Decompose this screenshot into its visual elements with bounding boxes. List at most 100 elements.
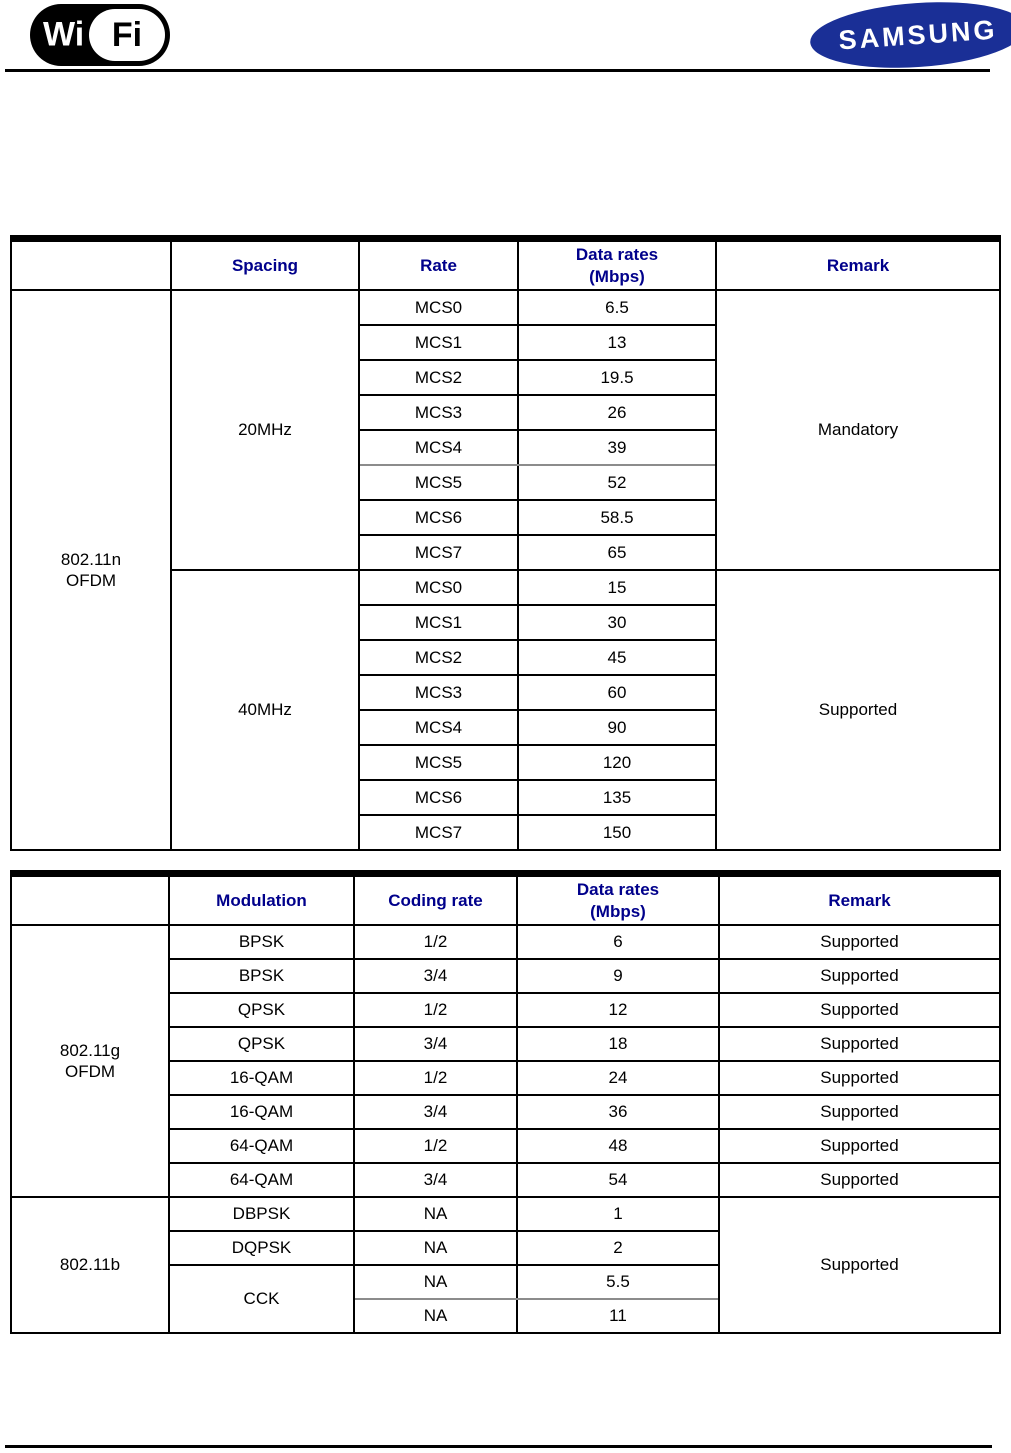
rate-cell: MCS4 bbox=[358, 709, 519, 746]
table-row: MCS5 52 bbox=[11, 464, 1000, 501]
rate-cell: MCS2 bbox=[358, 639, 519, 676]
column-header-coding-rate: Coding rate bbox=[353, 872, 518, 926]
data-rate-cell: 36 bbox=[516, 1094, 720, 1130]
table-row: MCS2 19.5 bbox=[11, 359, 1000, 396]
data-rate-cell: 90 bbox=[517, 709, 717, 746]
modulation-cell: 64-QAM bbox=[168, 1162, 355, 1198]
coding-rate-cell: 3/4 bbox=[353, 1162, 518, 1198]
rate-cell: MCS1 bbox=[358, 604, 519, 641]
rate-cell: MCS7 bbox=[358, 814, 519, 851]
coding-rate-cell: NA bbox=[353, 1264, 518, 1300]
table-row: 802.11b DBPSK NA 1 Supported bbox=[10, 1196, 1001, 1334]
table-row: 16-QAM 3/4 36 Supported bbox=[11, 1094, 1001, 1130]
modulation-cell: BPSK bbox=[168, 924, 355, 960]
remark-cell: Supported bbox=[718, 958, 1001, 994]
coding-rate-cell: NA bbox=[353, 1298, 518, 1334]
table-row: 40MHz MCS0 15 Supported bbox=[11, 569, 1001, 851]
rate-cell: MCS5 bbox=[358, 744, 519, 781]
coding-rate-cell: 3/4 bbox=[353, 958, 518, 994]
data-rate-cell: 19.5 bbox=[517, 359, 717, 396]
modulation-cell: DQPSK bbox=[168, 1230, 355, 1266]
table-row: MCS4 90 bbox=[11, 709, 1000, 746]
data-rate-cell: 15 bbox=[517, 569, 717, 606]
coding-rate-cell: NA bbox=[353, 1230, 518, 1266]
coding-rate-cell: 3/4 bbox=[353, 1026, 518, 1062]
column-header-spacing: Spacing bbox=[170, 237, 360, 291]
column-header-remark: Remark bbox=[715, 237, 1001, 291]
data-rate-cell: 45 bbox=[517, 639, 717, 676]
rate-cell: MCS6 bbox=[358, 779, 519, 816]
corner-cell bbox=[10, 237, 172, 291]
remark-cell: Supported bbox=[718, 1026, 1001, 1062]
column-header-data-rates: Data rates (Mbps) bbox=[517, 237, 717, 291]
data-rate-cell: 6.5 bbox=[517, 289, 717, 326]
table-row: MCS1 13 bbox=[11, 324, 1000, 361]
remark-cell: Mandatory bbox=[715, 289, 1001, 571]
table-row: MCS6 58.5 bbox=[11, 499, 1000, 536]
rate-cell: MCS7 bbox=[358, 534, 519, 571]
table-row: MCS1 30 bbox=[11, 604, 1000, 641]
remark-cell: Supported bbox=[718, 1162, 1001, 1198]
rate-cell: MCS0 bbox=[358, 289, 519, 326]
data-rate-cell: 30 bbox=[517, 604, 717, 641]
data-rate-cell: 9 bbox=[516, 958, 720, 994]
wifi-logo-capsule: Fi bbox=[89, 9, 165, 61]
data-rate-cell: 13 bbox=[517, 324, 717, 361]
table-80211g-b-rates: Modulation Coding rate Data rates (Mbps)… bbox=[10, 870, 1001, 1334]
column-header-data-rates: Data rates (Mbps) bbox=[516, 872, 720, 926]
rate-cell: MCS3 bbox=[358, 394, 519, 431]
data-rate-cell: 18 bbox=[516, 1026, 720, 1062]
modulation-cell: 16-QAM bbox=[168, 1094, 355, 1130]
remark-cell: Supported bbox=[718, 1094, 1001, 1130]
table-row: CCK NA 5.5 bbox=[11, 1264, 1000, 1334]
table-header-row: Modulation Coding rate Data rates (Mbps)… bbox=[10, 872, 1001, 926]
data-rate-cell: 135 bbox=[517, 779, 717, 816]
footer-divider bbox=[5, 1445, 992, 1448]
remark-cell: Supported bbox=[718, 1196, 1001, 1334]
spacing-cell: 20MHz bbox=[170, 289, 360, 571]
rate-cell: MCS4 bbox=[358, 429, 519, 466]
rate-cell: MCS5 bbox=[358, 464, 519, 501]
coding-rate-cell: 1/2 bbox=[353, 992, 518, 1028]
coding-rate-cell: 1/2 bbox=[353, 1060, 518, 1096]
table-row: 64-QAM 1/2 48 Supported bbox=[11, 1128, 1001, 1164]
table-row: MCS3 26 bbox=[11, 394, 1000, 431]
data-rate-cell: 1 bbox=[516, 1196, 720, 1232]
modulation-cell: CCK bbox=[168, 1264, 355, 1334]
rate-cell: MCS6 bbox=[358, 499, 519, 536]
table-row: MCS2 45 bbox=[11, 639, 1000, 676]
table-row: 802.11g OFDM BPSK 1/2 6 Supported bbox=[10, 924, 1001, 1198]
data-rate-cell: 48 bbox=[516, 1128, 720, 1164]
table-row: QPSK 3/4 18 Supported bbox=[11, 1026, 1001, 1062]
table-row: MCS7 150 bbox=[11, 814, 1000, 851]
table-row: NA 11 bbox=[11, 1298, 1000, 1334]
rate-cell: MCS3 bbox=[358, 674, 519, 711]
modulation-cell: QPSK bbox=[168, 992, 355, 1028]
table-row: BPSK 3/4 9 Supported bbox=[11, 958, 1001, 994]
table-row: MCS5 120 bbox=[11, 744, 1000, 781]
protocol-cell: 802.11n OFDM bbox=[10, 289, 172, 851]
remark-cell: Supported bbox=[718, 1060, 1001, 1096]
data-rate-cell: 2 bbox=[516, 1230, 720, 1266]
modulation-cell: 16-QAM bbox=[168, 1060, 355, 1096]
data-rate-cell: 120 bbox=[517, 744, 717, 781]
table-row: MCS6 135 bbox=[11, 779, 1000, 816]
modulation-cell: BPSK bbox=[168, 958, 355, 994]
column-header-remark: Remark bbox=[718, 872, 1001, 926]
remark-cell: Supported bbox=[718, 1128, 1001, 1164]
table-80211n-rates: Spacing Rate Data rates (Mbps) Remark 80… bbox=[10, 235, 1001, 851]
column-header-modulation: Modulation bbox=[168, 872, 355, 926]
modulation-cell: QPSK bbox=[168, 1026, 355, 1062]
table-row: DQPSK NA 2 bbox=[11, 1230, 1000, 1266]
column-header-rate: Rate bbox=[358, 237, 519, 291]
samsung-logo: SAMSUNG bbox=[810, 2, 1011, 68]
wifi-logo-fi-text: Fi bbox=[111, 15, 143, 54]
protocol-cell: 802.11b bbox=[10, 1196, 170, 1334]
data-rate-cell: 150 bbox=[517, 814, 717, 851]
table-row: 802.11n OFDM 20MHz MCS0 6.5 Mandatory bbox=[10, 289, 1001, 851]
table-row: MCS3 60 bbox=[11, 674, 1000, 711]
modulation-cell: DBPSK bbox=[168, 1196, 355, 1232]
table-row: 16-QAM 1/2 24 Supported bbox=[11, 1060, 1001, 1096]
data-rate-cell: 12 bbox=[516, 992, 720, 1028]
